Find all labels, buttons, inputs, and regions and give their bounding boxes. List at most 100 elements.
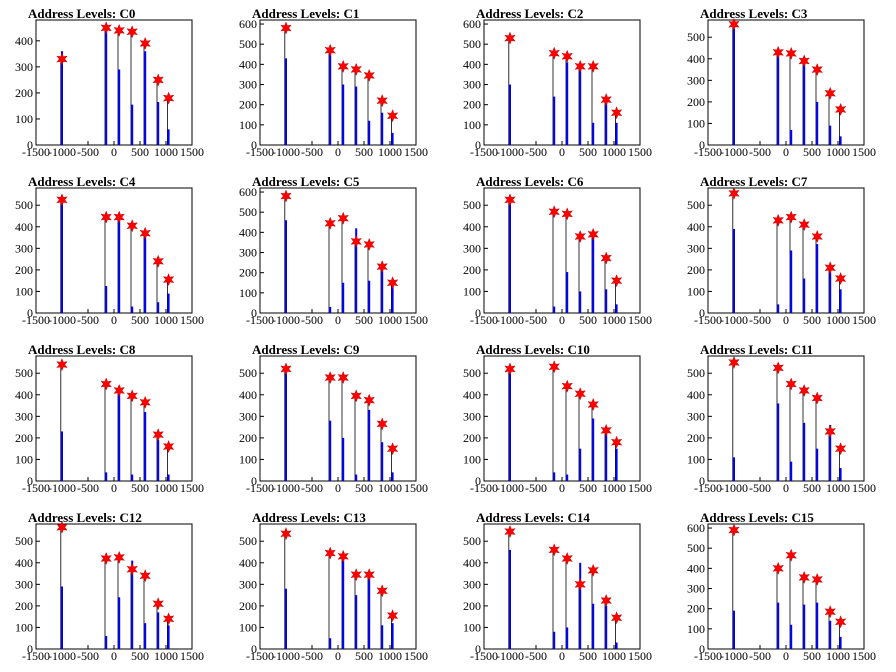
y-tick-label: 300 [463, 577, 481, 591]
x-tick-label: 1500 [852, 145, 876, 159]
histogram-bar [391, 132, 394, 145]
x-tick-label: -500 [301, 481, 323, 495]
peak-marker [587, 227, 599, 241]
peak-marker [139, 569, 151, 583]
chart-svg: 0 100 200 300 400 500 -1500-1000 -500 0 500 1000 15… [239, 342, 428, 495]
histogram-bar [553, 306, 556, 313]
peak-marker [324, 546, 336, 560]
histogram-bar [829, 272, 832, 313]
histogram-bar [803, 278, 806, 313]
chart-panel: 0 100 200 300 400 500 -1500 -1000 -500 0 500 1000 15… [672, 168, 896, 336]
peak-marker [56, 520, 68, 534]
peak-marker [561, 49, 573, 63]
peak-marker [574, 577, 586, 591]
histogram-bar [790, 250, 793, 313]
x-tick-label: -1000 [720, 649, 748, 663]
x-tick-label: 500 [579, 649, 597, 663]
peak-marker [363, 68, 375, 82]
histogram-bar [803, 65, 806, 145]
peak-marker [798, 218, 810, 232]
peak-marker [152, 254, 164, 268]
chart-svg: 0 100 200 300 400 500 -1500-1000 -500 0 500 1000 15… [687, 174, 876, 327]
x-tick-label: 500 [131, 649, 149, 663]
chart-svg: 0 100 200 300 400 -1500-1000 -500 0 500 1000 1500 A… [15, 6, 204, 159]
peak-marker [610, 106, 623, 120]
histogram-bar [342, 437, 345, 481]
x-tick-label: 1500 [628, 313, 652, 327]
x-tick-label: -1500 [246, 313, 274, 327]
histogram-bar [355, 595, 358, 649]
x-tick-label: -1000 [48, 649, 76, 663]
histogram-bar [566, 62, 569, 145]
peak-marker [139, 36, 151, 50]
chart-panel: 0 100 200 300 400 -1500 -1000 -500 0 500 1000 1500 A… [0, 0, 224, 168]
peak-marker [772, 45, 784, 59]
histogram-bar [167, 474, 170, 481]
histogram-bar [566, 627, 569, 649]
histogram-bar [816, 602, 819, 649]
chart-panel: 0 100 200 300 400 500 600 -1500 -1000 -500 0 500 100… [672, 504, 896, 672]
x-tick-label: 500 [579, 481, 597, 495]
y-tick-label: 600 [687, 521, 705, 535]
histogram-bar [839, 636, 842, 649]
histogram-bar [118, 220, 121, 313]
peak-marker [824, 261, 836, 275]
y-tick-label: 0 [251, 138, 257, 152]
histogram-bar [777, 54, 780, 145]
chart-title: Address Levels: C1 [252, 6, 359, 21]
chart-title: Address Levels: C5 [252, 174, 360, 189]
peak-marker [386, 276, 399, 290]
x-tick-label: -1500 [22, 145, 50, 159]
x-tick-label: 500 [579, 313, 597, 327]
peak-marker [56, 358, 68, 372]
peak-marker [600, 251, 612, 265]
x-tick-label: 500 [803, 481, 821, 495]
y-tick-label: 400 [463, 220, 481, 234]
peak-marker [162, 273, 175, 287]
x-tick-label: -1500 [470, 145, 498, 159]
histogram-bar [605, 102, 608, 145]
peak-marker [561, 379, 573, 393]
peak-marker [162, 612, 175, 626]
chart-title: Address Levels: C9 [252, 342, 360, 357]
peak-marker [363, 237, 375, 251]
chart-panel: 0 100 200 300 400 500 -1500 -1000 -500 0 500 1000 15… [448, 504, 672, 672]
peak-marker [363, 393, 375, 407]
y-tick-label: 0 [27, 306, 33, 320]
peak-marker [728, 355, 740, 370]
peak-marker [811, 391, 823, 405]
y-tick-label: 200 [239, 98, 257, 112]
histogram-bar [839, 468, 842, 481]
x-tick-label: -500 [749, 145, 771, 159]
y-tick-label: 300 [15, 241, 33, 255]
y-tick-label: 200 [463, 98, 481, 112]
peak-marker [798, 570, 810, 584]
peak-marker [728, 523, 740, 537]
peak-marker [772, 213, 784, 227]
x-tick-label: 0 [111, 145, 117, 159]
peak-marker [376, 94, 388, 108]
plot-frame [707, 355, 865, 482]
histogram-bar [131, 560, 134, 649]
x-tick-label: -1500 [246, 145, 274, 159]
x-tick-label: 1000 [826, 481, 850, 495]
x-tick-label: -1000 [496, 313, 524, 327]
x-tick-label: -500 [77, 145, 99, 159]
y-tick-label: 200 [239, 266, 257, 280]
x-tick-label: -500 [749, 313, 771, 327]
x-tick-label: 500 [131, 481, 149, 495]
x-tick-label: 1500 [180, 649, 204, 663]
peak-marker [386, 609, 399, 623]
y-tick-label: 100 [15, 620, 33, 634]
y-tick-label: 300 [15, 577, 33, 591]
x-tick-label: 500 [579, 145, 597, 159]
peak-marker [811, 572, 823, 586]
histogram-bar [733, 457, 735, 481]
x-tick-label: 1000 [602, 145, 626, 159]
histogram-bar [391, 623, 394, 649]
histogram-bar [777, 403, 780, 481]
x-tick-label: 500 [355, 481, 373, 495]
histogram-bar [829, 125, 832, 145]
histogram-bar [816, 244, 819, 313]
histogram-bar [553, 472, 556, 481]
